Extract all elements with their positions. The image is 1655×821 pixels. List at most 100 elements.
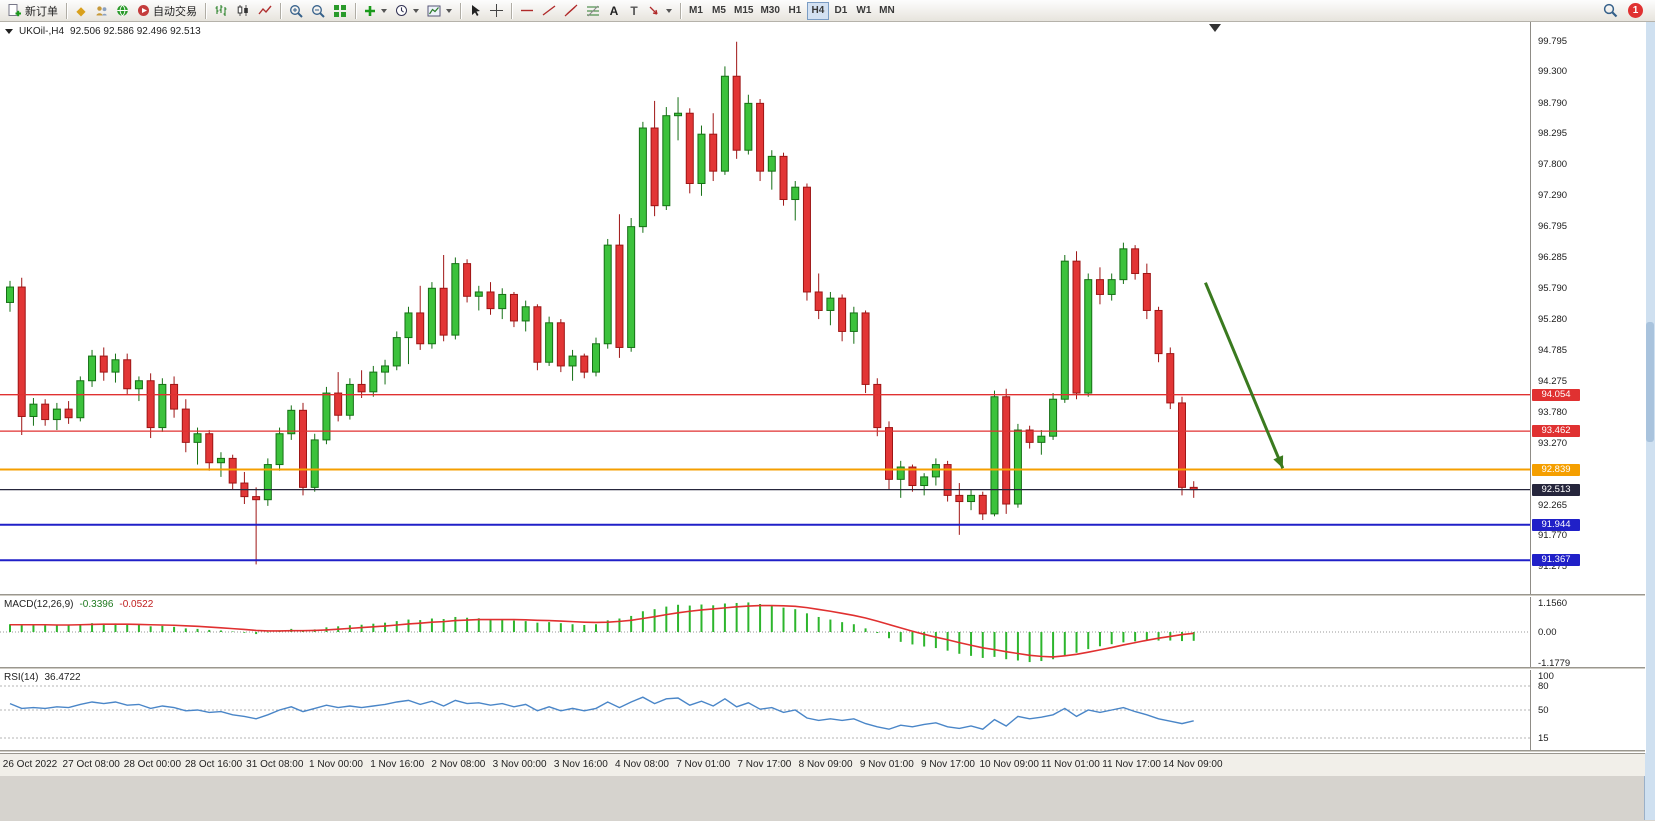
time-axis-label: 7 Nov 01:00 (676, 759, 731, 770)
toolbar-separator (205, 2, 206, 19)
price-axis-label: 93.270 (1538, 437, 1568, 449)
trend-arrow[interactable] (1204, 282, 1285, 469)
rsi-axis-label: 80 (1538, 681, 1549, 692)
candle (802, 183, 811, 301)
price-axis-label: 99.300 (1538, 66, 1568, 78)
macd-value-signal: -0.0522 (119, 599, 154, 610)
zoom-in-button[interactable] (285, 2, 307, 20)
candle (967, 489, 976, 511)
panel-splitter[interactable] (0, 594, 1645, 597)
scrollbar-thumb[interactable] (1646, 322, 1654, 442)
candle (134, 376, 143, 402)
zoom-out-icon (312, 4, 325, 18)
chart-ohlc-readout: 92.506 92.586 92.496 92.513 (70, 26, 201, 37)
candle (299, 402, 307, 496)
bar-chart-mode-button[interactable] (210, 2, 232, 20)
price-axis: 99.795 99.300 98.790 98.295 97.800 97.290 96.7… (1530, 22, 1646, 753)
fibonacci-tool-button[interactable] (582, 2, 604, 20)
price-tag-93.462: 93.462 (1532, 425, 1580, 438)
price-axis-label: 98.295 (1538, 128, 1568, 140)
chart-shift-marker[interactable] (1209, 24, 1221, 32)
macd-panel[interactable]: MACD(12,26,9) -0.3396 -0.0522 (0, 597, 1530, 667)
candle (779, 152, 788, 206)
macd-axis-label: -1.1779 (1538, 657, 1571, 669)
chart-symbol: UKOil-,H4 (19, 26, 65, 37)
panel-splitter[interactable] (0, 667, 1645, 670)
candle (404, 306, 413, 365)
label-tool-button[interactable]: T (624, 2, 644, 20)
timeframe-button-h1[interactable]: H1 (784, 2, 806, 20)
candle (205, 430, 214, 471)
text-tool-button[interactable]: A (604, 2, 624, 20)
timeframe-button-h4[interactable]: H4 (806, 1, 829, 20)
time-axis-label: 28 Oct 16:00 (184, 759, 243, 770)
time-axis-label: 1 Nov 00:00 (309, 759, 363, 770)
new-order-button[interactable]: 新订单 (4, 2, 62, 20)
candle (439, 254, 448, 342)
timeframe-button-w1[interactable]: W1 (853, 2, 875, 20)
time-axis: 26 Oct 2022 27 Oct 08:00 28 Oct 00:00 28 Oc… (0, 753, 1645, 776)
zoom-out-button[interactable] (307, 2, 329, 20)
macd-label: MACD(12,26,9) (4, 599, 74, 610)
main-chart-plot[interactable]: UKOil-,H4 92.506 92.586 92.496 92.513 (0, 22, 1530, 594)
candle (1084, 273, 1093, 397)
candle (52, 402, 61, 431)
rsi-chart (0, 685, 1530, 739)
candle (193, 427, 202, 465)
search-icon (1603, 3, 1618, 18)
periods-button[interactable] (391, 2, 423, 20)
candle (685, 108, 694, 194)
toolbar-separator (66, 2, 67, 19)
crosshair-button[interactable] (486, 2, 507, 20)
indicators-button[interactable] (360, 2, 391, 20)
candle (826, 291, 835, 326)
candle (849, 306, 858, 344)
price-axis-label: 92.265 (1538, 499, 1568, 511)
auto-trading-button[interactable]: 自动交易 (133, 2, 201, 20)
cursor-button[interactable] (465, 2, 486, 20)
candle (697, 125, 706, 196)
macd-signal-line (10, 604, 1194, 658)
channel-icon (564, 4, 578, 17)
timeframe-button-m15[interactable]: M15 (731, 2, 756, 20)
shapes-tool-button[interactable] (644, 2, 676, 20)
templates-button[interactable] (423, 2, 456, 20)
users-icon (96, 5, 107, 15)
candle (955, 483, 964, 535)
candle (17, 277, 26, 435)
price-axis-label: 93.780 (1538, 406, 1568, 418)
timeframe-button-mn[interactable]: MN (876, 2, 898, 20)
timeframe-button-d1[interactable]: D1 (830, 2, 852, 20)
tile-windows-button[interactable] (329, 2, 351, 20)
community-button[interactable] (112, 2, 133, 20)
toolbar-separator (511, 2, 512, 19)
chart-dropdown-icon[interactable] (5, 29, 13, 34)
rsi-panel[interactable]: RSI(14) 36.4722 (0, 670, 1530, 750)
channel-tool-button[interactable] (560, 2, 582, 20)
candlestick-mode-button[interactable] (232, 2, 254, 20)
candle (252, 487, 261, 565)
horizontal-line-tool-button[interactable] (516, 2, 538, 20)
toolbar-separator (460, 2, 461, 19)
trendline-tool-button[interactable] (538, 2, 560, 20)
timeframe-button-m30[interactable]: M30 (757, 2, 782, 20)
timeframe-button-m5[interactable]: M5 (708, 2, 730, 20)
search-button[interactable] (1599, 2, 1622, 20)
accounts-button[interactable] (91, 2, 112, 20)
notification-badge[interactable]: 1 (1628, 3, 1643, 18)
candlestick-chart[interactable] (0, 22, 1530, 594)
profiles-button[interactable]: ◆ (71, 2, 91, 20)
price-tag-92.839: 92.839 (1532, 463, 1580, 476)
candle (838, 294, 847, 342)
panel-splitter[interactable] (0, 750, 1645, 753)
candle (791, 181, 800, 221)
candle (709, 113, 718, 182)
candle (427, 282, 436, 349)
line-chart-mode-button[interactable] (254, 2, 276, 20)
candle (1166, 347, 1175, 410)
trendline-icon (542, 5, 556, 16)
timeframe-button-m1[interactable]: M1 (685, 2, 707, 20)
candle (275, 427, 284, 471)
candle (1002, 388, 1011, 514)
crosshair-icon (490, 4, 503, 17)
